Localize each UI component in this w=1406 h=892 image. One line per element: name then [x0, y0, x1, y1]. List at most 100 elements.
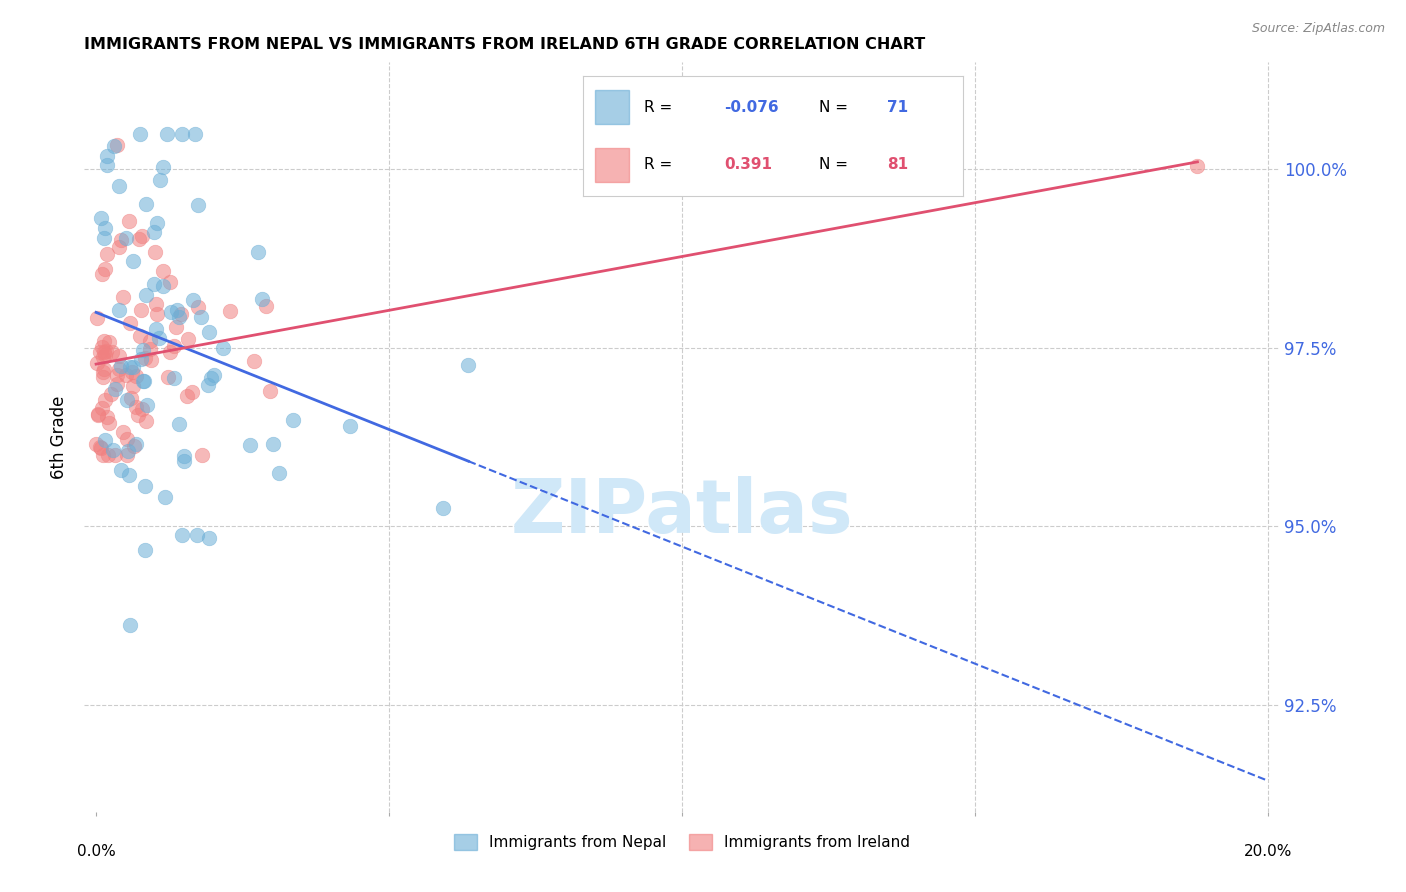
Point: [152, 279, 174, 293]
Point: [159, 305, 181, 319]
Point: [138, 334, 160, 348]
Point: [181, 293, 204, 307]
Point: [252, 292, 274, 306]
Point: [202, 368, 225, 383]
Point: [143, 245, 166, 260]
Point: [1187, 159, 1209, 173]
Point: [243, 354, 266, 368]
Point: [101, 345, 124, 359]
Point: [135, 287, 157, 301]
Point: [200, 371, 222, 385]
Point: [98, 334, 121, 349]
Point: [96, 157, 118, 171]
Point: [120, 391, 142, 405]
Point: [91, 340, 114, 354]
Point: [118, 214, 141, 228]
Point: [155, 490, 177, 504]
Point: [117, 443, 139, 458]
Point: [187, 301, 209, 315]
Point: [107, 362, 129, 376]
Point: [96, 149, 118, 163]
Point: [91, 448, 114, 462]
Point: [118, 359, 141, 374]
Point: [86, 436, 108, 450]
Point: [159, 345, 181, 359]
Point: [114, 231, 136, 245]
Point: [90, 442, 112, 456]
Point: [98, 416, 121, 430]
Point: [145, 297, 167, 311]
Point: [197, 378, 219, 392]
Point: [131, 229, 153, 244]
Point: [155, 127, 177, 141]
Point: [91, 401, 114, 416]
Text: 0.0%: 0.0%: [77, 844, 115, 859]
Text: ZIPatlas: ZIPatlas: [510, 475, 853, 549]
Text: IMMIGRANTS FROM NEPAL VS IMMIGRANTS FROM IRELAND 6TH GRADE CORRELATION CHART: IMMIGRANTS FROM NEPAL VS IMMIGRANTS FROM…: [84, 37, 925, 52]
Point: [100, 387, 122, 401]
Point: [93, 230, 115, 244]
Point: [104, 382, 127, 396]
Point: [176, 389, 198, 403]
Point: [172, 528, 194, 542]
Point: [86, 356, 108, 370]
Point: [173, 454, 195, 468]
Point: [101, 442, 124, 457]
Point: [135, 415, 157, 429]
Point: [148, 331, 170, 345]
Point: [247, 245, 270, 260]
Y-axis label: 6th Grade: 6th Grade: [51, 395, 69, 479]
Point: [167, 417, 190, 432]
Point: [94, 348, 117, 362]
Point: [86, 310, 108, 325]
Point: [142, 277, 165, 292]
Point: [93, 351, 115, 365]
Point: [94, 344, 117, 359]
Point: [180, 384, 202, 399]
Point: [87, 407, 110, 421]
Point: [111, 425, 134, 439]
Point: [128, 232, 150, 246]
Point: [105, 376, 128, 391]
Point: [281, 412, 304, 426]
Text: R =: R =: [644, 100, 678, 115]
Point: [129, 303, 152, 318]
Point: [134, 351, 156, 366]
Point: [176, 332, 198, 346]
Point: [127, 408, 149, 422]
Point: [87, 409, 110, 423]
Point: [125, 401, 148, 415]
Point: [141, 353, 163, 368]
Point: [108, 302, 131, 317]
Text: N =: N =: [818, 157, 852, 172]
Point: [107, 179, 129, 194]
Point: [120, 317, 142, 331]
Point: [262, 437, 284, 451]
Point: [186, 528, 208, 542]
Point: [152, 160, 174, 174]
Point: [93, 344, 115, 359]
Legend: Immigrants from Nepal, Immigrants from Ireland: Immigrants from Nepal, Immigrants from I…: [447, 829, 917, 856]
Point: [132, 343, 155, 357]
Point: [191, 448, 214, 462]
Point: [134, 542, 156, 557]
Point: [146, 216, 169, 230]
Point: [114, 368, 136, 382]
Point: [198, 531, 221, 545]
Point: [239, 438, 262, 452]
Point: [129, 352, 152, 367]
Point: [115, 392, 138, 407]
Text: Source: ZipAtlas.com: Source: ZipAtlas.com: [1251, 22, 1385, 36]
FancyBboxPatch shape: [595, 90, 628, 124]
Point: [197, 325, 219, 339]
Point: [93, 220, 115, 235]
Point: [122, 439, 145, 453]
Point: [91, 268, 114, 282]
Point: [110, 233, 132, 247]
Point: [184, 127, 207, 141]
Text: 0.391: 0.391: [724, 157, 772, 172]
Text: 20.0%: 20.0%: [1243, 844, 1292, 859]
Point: [107, 368, 129, 382]
Point: [93, 362, 115, 376]
Point: [162, 371, 184, 385]
